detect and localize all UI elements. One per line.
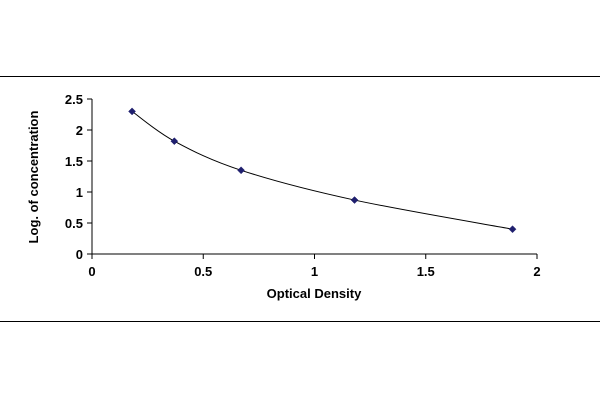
y-tick-label: 0 <box>76 247 83 262</box>
data-point <box>350 196 359 204</box>
x-tick-label: 1 <box>311 264 318 279</box>
y-tick-label: 2 <box>76 123 83 138</box>
y-tick-label: 1.5 <box>65 154 83 169</box>
y-tick-label: 1 <box>76 185 83 200</box>
x-tick-labels: 0 0.5 1 1.5 2 <box>88 264 540 279</box>
data-point <box>508 225 517 234</box>
x-tick-label: 1.5 <box>417 264 435 279</box>
data-points <box>128 107 517 234</box>
chart-frame <box>0 76 600 322</box>
x-tick-label: 0 <box>88 264 95 279</box>
x-tick-label: 2 <box>533 264 540 279</box>
data-point <box>170 137 179 146</box>
y-axis-label: Log. of concentration <box>26 111 41 244</box>
x-tick-label: 0.5 <box>194 264 212 279</box>
y-tick-labels: 0 0.5 1 1.5 2 2.5 <box>65 92 83 262</box>
data-point <box>237 166 245 175</box>
data-point <box>128 107 136 116</box>
axes <box>87 98 538 259</box>
y-tick-label: 2.5 <box>65 92 83 107</box>
y-tick-label: 0.5 <box>65 216 83 231</box>
x-axis-label: Optical Density <box>267 286 362 301</box>
fit-curve <box>131 110 513 230</box>
